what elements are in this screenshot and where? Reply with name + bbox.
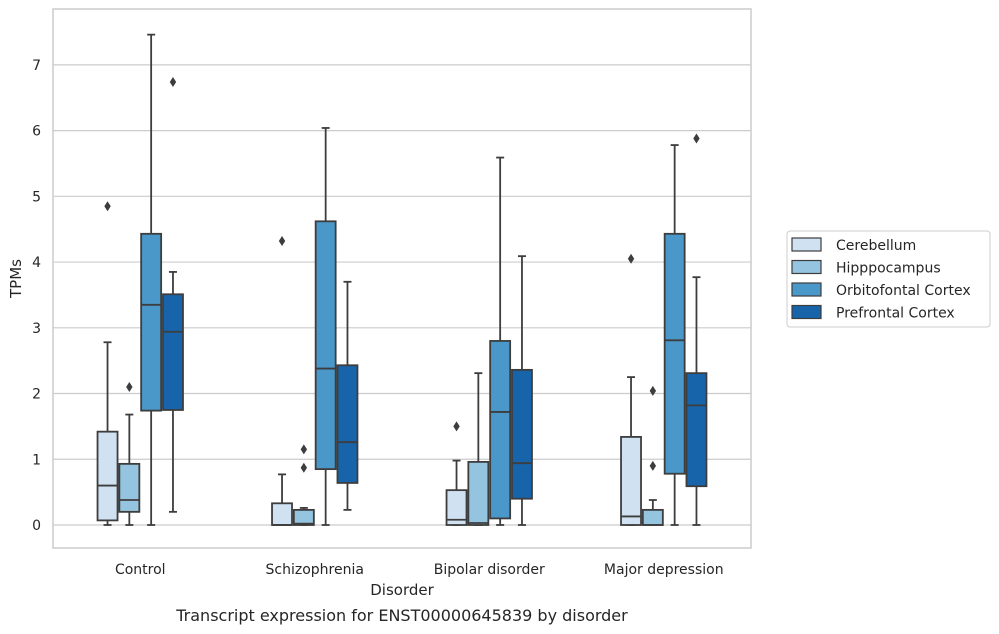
- series-orbitofontal-cortex: [140, 33, 686, 526]
- outlier-marker: [453, 421, 460, 432]
- box: [140, 33, 163, 526]
- box: [467, 372, 490, 526]
- y-tick-label: 1: [32, 452, 41, 468]
- legend-label: Cerebellum: [836, 238, 916, 254]
- box: [96, 201, 119, 526]
- box-body: [641, 508, 664, 526]
- box: [271, 236, 293, 526]
- box: [118, 381, 141, 526]
- outlier-marker: [627, 253, 635, 264]
- box: [445, 421, 468, 526]
- box: [336, 280, 359, 511]
- box: [162, 76, 184, 513]
- box-body: [292, 508, 315, 526]
- y-tick-label: 7: [32, 58, 41, 74]
- x-tick-label: Control: [115, 562, 166, 578]
- legend: Cerebellum Hipppocampus Orbitofontal Corte…: [786, 230, 991, 328]
- box-body: [162, 293, 184, 411]
- outlier-marker: [300, 462, 308, 473]
- box-series: [96, 33, 708, 526]
- y-tick-label: 2: [32, 387, 41, 403]
- legend-frame: [786, 230, 991, 328]
- outlier-marker: [649, 385, 657, 396]
- box-body: [511, 368, 533, 500]
- legend-label: Hipppocampus: [836, 261, 941, 277]
- box: [620, 253, 642, 526]
- outlier-marker: [169, 76, 177, 87]
- box: [314, 127, 337, 526]
- box-body: [663, 232, 686, 475]
- box-body: [314, 220, 337, 471]
- legend-swatch: [791, 259, 822, 275]
- outlier-marker: [104, 201, 111, 212]
- box-body: [685, 372, 708, 488]
- box-body: [467, 460, 490, 526]
- y-axis-title: TPMs: [7, 259, 25, 299]
- x-axis-ticks: Control Schizophrenia Bipolar disorder Majo…: [115, 562, 724, 578]
- y-axis-ticks: 0 1 2 3 4 5 6 7: [32, 58, 41, 534]
- legend-label: Prefrontal Cortex: [836, 306, 955, 322]
- y-tick-label: 3: [32, 321, 41, 337]
- legend-swatch: [791, 304, 822, 320]
- legend-label: Orbitofontal Cortex: [836, 283, 971, 299]
- box: [292, 444, 315, 526]
- box: [663, 144, 686, 526]
- y-tick-label: 4: [32, 255, 41, 271]
- y-tick-label: 5: [32, 189, 41, 205]
- plot-area-frame: [52, 8, 752, 549]
- box-body: [336, 364, 359, 484]
- outlier-marker: [693, 133, 700, 144]
- x-tick-label: Bipolar disorder: [434, 562, 545, 578]
- box: [685, 133, 708, 526]
- legend-swatch: [791, 237, 822, 252]
- figure-caption: Transcript expression for ENST0000064583…: [176, 606, 628, 625]
- box-body: [620, 436, 642, 526]
- outlier-marker: [126, 381, 133, 392]
- box-body: [96, 430, 119, 522]
- y-tick-label: 6: [32, 124, 41, 140]
- box: [489, 156, 512, 526]
- series-prefrontal-cortex: [162, 76, 708, 526]
- outlier-marker: [278, 236, 286, 247]
- x-axis-title: Disorder: [370, 581, 434, 599]
- outlier-marker: [300, 444, 308, 455]
- box-body: [445, 489, 468, 526]
- box-body: [118, 462, 141, 513]
- box-body: [140, 232, 163, 412]
- x-tick-label: Schizophrenia: [266, 562, 364, 578]
- box-body: [489, 340, 512, 520]
- series-cerebellum: [96, 201, 642, 526]
- outlier-marker: [649, 460, 657, 471]
- box-body: [271, 502, 293, 526]
- legend-swatch: [791, 282, 822, 297]
- y-tick-label: 0: [32, 518, 41, 534]
- box: [641, 385, 664, 526]
- series-hipppocampus: [118, 372, 664, 526]
- box: [511, 255, 533, 526]
- x-tick-label: Major depression: [604, 562, 724, 578]
